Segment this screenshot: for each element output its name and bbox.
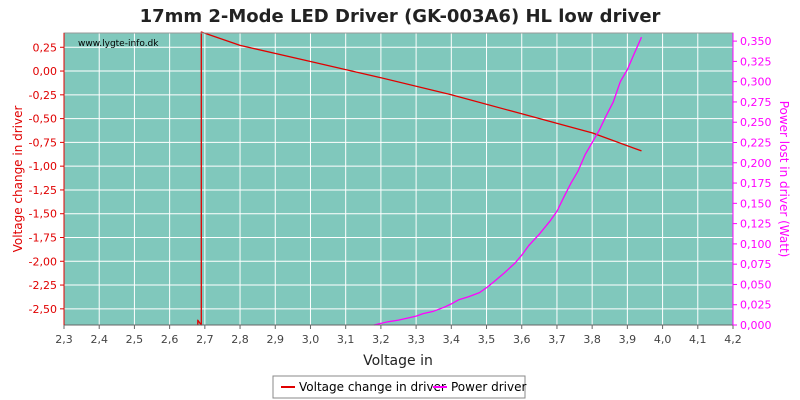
y-right-tick-label: 0,325 bbox=[740, 55, 772, 68]
y-right-tick-label: 0,175 bbox=[740, 177, 772, 190]
y-left-tick-label: -1,75 bbox=[29, 231, 57, 244]
x-tick-label: 4,2 bbox=[724, 333, 742, 346]
x-tick-label: 2,3 bbox=[55, 333, 73, 346]
y-left-tick-label: -2,50 bbox=[29, 303, 57, 316]
x-tick-label: 3,3 bbox=[407, 333, 425, 346]
voltage-change-series-line bbox=[197, 31, 642, 326]
x-axis-label: Voltage in bbox=[363, 353, 433, 369]
y-right-tick-label: 0,300 bbox=[740, 76, 772, 89]
watermark: www.lygte-info.dk bbox=[78, 39, 159, 49]
legend: Voltage change in driver Power driver bbox=[272, 375, 526, 399]
legend-item-label: Voltage change in driver bbox=[299, 380, 446, 394]
x-tick-label: 3,0 bbox=[302, 333, 320, 346]
y-right-tick-label: 0,125 bbox=[740, 218, 772, 231]
y-axis-right: 0,350 0,325 0,300 0,275 0,250 0,225 0,200 0,175… bbox=[732, 33, 772, 332]
y-right-tick-label: 0,025 bbox=[740, 299, 772, 312]
x-tick-label: 3,5 bbox=[478, 333, 496, 346]
y-left-tick-label: -0,25 bbox=[29, 89, 57, 102]
power-driver-series-line bbox=[373, 36, 643, 326]
y-left-tick-label: -2,25 bbox=[29, 279, 57, 292]
x-axis: 2,3 2,4 2,5 2,6 2,7 2,8 2,9 3,0 3,1 3,2 3,3 3,4 3,5 3… bbox=[55, 324, 742, 346]
x-tick-label: 3,9 bbox=[619, 333, 637, 346]
y-left-tick-label: -2,00 bbox=[29, 255, 57, 268]
plot-area bbox=[64, 33, 733, 325]
y-right-tick-label: 0,000 bbox=[740, 319, 772, 332]
legend-box bbox=[272, 375, 526, 399]
y-right-tick-label: 0,250 bbox=[740, 116, 772, 129]
y-right-tick-label: 0,350 bbox=[740, 35, 772, 48]
x-tick-label: 2,7 bbox=[196, 333, 214, 346]
y-left-tick-label: 0,00 bbox=[33, 65, 58, 78]
y-right-tick-label: 0,100 bbox=[740, 238, 772, 251]
x-tick-label: 3,7 bbox=[548, 333, 566, 346]
x-tick-label: 4,1 bbox=[689, 333, 707, 346]
y-right-tick-label: 0,275 bbox=[740, 96, 772, 109]
x-tick-label: 3,8 bbox=[583, 333, 601, 346]
y-left-tick-label: 0,25 bbox=[33, 41, 58, 54]
y-axis-right-label: Power lost in driver (Watt) bbox=[777, 101, 791, 258]
x-tick-label: 3,6 bbox=[513, 333, 531, 346]
x-tick-label: 3,2 bbox=[372, 333, 390, 346]
y-left-tick-label: -1,00 bbox=[29, 160, 57, 173]
x-tick-label: 2,8 bbox=[231, 333, 249, 346]
y-right-tick-label: 0,075 bbox=[740, 258, 772, 271]
x-tick-label: 2,6 bbox=[161, 333, 179, 346]
y-left-tick-label: -1,25 bbox=[29, 184, 57, 197]
grid-lines bbox=[63, 33, 734, 325]
y-right-tick-label: 0,150 bbox=[740, 197, 772, 210]
y-left-tick-label: -0,50 bbox=[29, 113, 57, 126]
legend-item-label: Power driver bbox=[451, 380, 526, 394]
x-tick-label: 2,5 bbox=[126, 333, 144, 346]
y-right-tick-label: 0,225 bbox=[740, 137, 772, 150]
y-axis-left: 0,25 0,00 -0,25 -0,50 -0,75 -1,00 -1,25 -1,50 -1… bbox=[29, 33, 65, 325]
y-right-tick-label: 0,050 bbox=[740, 278, 772, 291]
x-tick-label: 4,0 bbox=[654, 333, 672, 346]
series-layer bbox=[197, 31, 643, 326]
chart-title: 17mm 2-Mode LED Driver (GK-003A6) HL low… bbox=[140, 6, 661, 27]
y-right-tick-label: 0,200 bbox=[740, 157, 772, 170]
y-axis-left-label: Voltage change in driver bbox=[11, 106, 25, 253]
y-left-tick-label: -0,75 bbox=[29, 136, 57, 149]
x-tick-label: 2,4 bbox=[90, 333, 108, 346]
x-tick-label: 2,9 bbox=[267, 333, 285, 346]
x-tick-label: 3,4 bbox=[443, 333, 461, 346]
x-tick-label: 3,1 bbox=[337, 333, 355, 346]
y-left-tick-label: -1,50 bbox=[29, 208, 57, 221]
